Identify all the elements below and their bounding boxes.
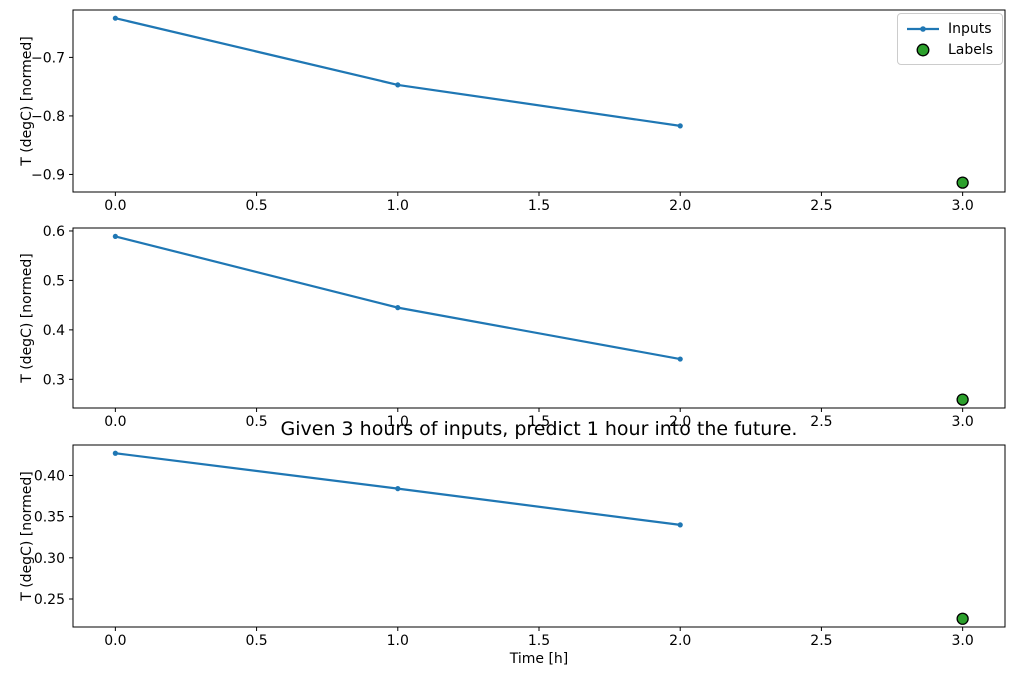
y-tick-label: −0.7 <box>31 50 65 66</box>
x-tick-label: 3.0 <box>952 198 974 214</box>
x-tick-label: 2.5 <box>810 198 832 214</box>
inputs-point <box>112 450 118 456</box>
x-tick-label: 1.5 <box>528 414 550 430</box>
x-tick-label: 0.0 <box>104 414 126 430</box>
x-tick-label: 1.5 <box>528 633 550 649</box>
inputs-point <box>395 305 401 311</box>
y-tick-label: 0.30 <box>34 551 65 567</box>
x-tick-label: 3.0 <box>952 633 974 649</box>
x-tick-label: 0.0 <box>104 633 126 649</box>
x-tick-label: 1.0 <box>387 198 409 214</box>
inputs-line <box>115 235 681 361</box>
inputs-point <box>677 123 683 129</box>
y-tick-label: 0.40 <box>34 468 65 484</box>
x-tick-label: 0.5 <box>245 198 267 214</box>
legend-item-inputs: Inputs <box>905 18 994 39</box>
legend-item-labels: Labels <box>905 39 994 60</box>
subplot-3-title: Given 3 hours of inputs, predict 1 hour … <box>280 418 798 440</box>
x-tick-label: 1.0 <box>387 633 409 649</box>
y-tick-label: 0.3 <box>43 372 65 388</box>
legend-label-labels: Labels <box>948 41 994 58</box>
x-tick-label: 2.5 <box>810 633 832 649</box>
y-tick-label: 0.6 <box>43 224 65 240</box>
legend-label-inputs: Inputs <box>948 20 992 37</box>
x-tick-label: 0.5 <box>245 414 267 430</box>
axes-frame <box>72 9 1006 193</box>
inputs-point <box>395 486 401 492</box>
x-tick-label: 2.5 <box>810 414 832 430</box>
inputs-line-icon <box>907 25 939 32</box>
y-tick-label: 0.25 <box>34 592 65 608</box>
subplot-1-ylabel: T (degC) [normed] <box>19 36 35 166</box>
inputs-line <box>115 17 681 127</box>
y-tick-label: −0.8 <box>31 109 65 125</box>
inputs-point <box>112 15 118 21</box>
y-tick-label: −0.9 <box>31 167 65 183</box>
x-tick-label: 0.0 <box>104 198 126 214</box>
inputs-point <box>112 233 118 240</box>
inputs-point <box>677 356 683 362</box>
axes-frame <box>72 444 1006 628</box>
legend: Inputs Labels <box>897 13 1003 65</box>
y-tick-label: 0.4 <box>43 323 65 339</box>
x-tick-label: 1.5 <box>528 198 550 214</box>
x-tick-label: 0.5 <box>245 633 267 649</box>
inputs-point <box>395 82 401 88</box>
labels-circle-icon <box>916 43 930 56</box>
labels-point <box>956 612 969 625</box>
subplot-1: 0.0 0.5 1.0 1.5 2.0 2.5 3.0 −0.7 −0.8 −0.9 <box>31 9 1006 214</box>
y-tick-label: 0.35 <box>34 510 65 526</box>
x-tick-label: 3.0 <box>952 414 974 430</box>
x-tick-label: 2.0 <box>669 198 691 214</box>
x-axis-label: Time [h] <box>509 651 569 667</box>
axes-frame <box>72 227 1006 409</box>
subplot-3: 0.0 0.5 1.0 1.5 2.0 2.5 3.0 0.25 0.30 0.35 0.40 <box>34 444 1006 649</box>
inputs-point <box>677 522 683 528</box>
labels-point <box>956 393 969 406</box>
x-tick-label: 2.0 <box>669 414 691 430</box>
subplot-2: 0.0 0.5 1.0 1.5 2.0 2.5 3.0 0.3 0.4 0.5 0.6 <box>43 224 1006 430</box>
subplot-2-ylabel: T (degC) [normed] <box>19 253 35 383</box>
x-tick-label: 1.0 <box>387 414 409 430</box>
x-tick-label: 2.0 <box>669 633 691 649</box>
labels-point <box>956 176 969 189</box>
y-tick-label: 0.5 <box>43 273 65 289</box>
subplot-3-ylabel: T (degC) [normed] <box>19 471 35 601</box>
